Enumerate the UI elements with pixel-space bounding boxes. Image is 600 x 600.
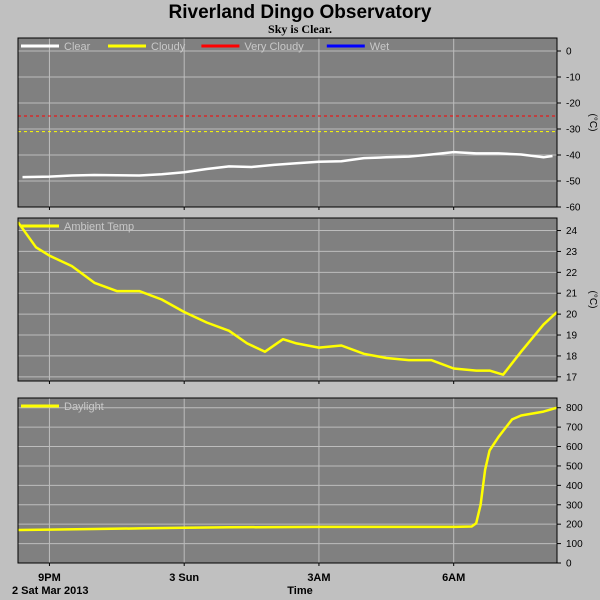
y-tick-label: 600 [566, 442, 583, 453]
y-tick-label: 0 [566, 559, 572, 570]
y-axis-label: (°C) [587, 291, 598, 309]
x-tick-label: 3 Sun [169, 572, 199, 584]
y-tick-label: 20 [566, 310, 578, 321]
legend-label: Ambient Temp [64, 221, 134, 233]
series-line [16, 221, 558, 376]
plot-frame [17, 397, 558, 564]
legend-label: Clear [64, 41, 91, 53]
y-axis-label: (°C) [587, 114, 598, 132]
panel-ambient: 24 23 22 21 20 19 18 17 (°C) Ambient Temp [16, 217, 598, 384]
y-tick-label: 800 [566, 403, 583, 414]
plot-area [18, 218, 557, 381]
y-tick-label: 100 [566, 539, 583, 550]
y-tick-label: -60 [566, 203, 581, 214]
y-tick-label: 21 [566, 289, 578, 300]
y-tick-label: -30 [566, 125, 581, 136]
date-label: 2 Sat Mar 2013 [12, 585, 88, 597]
y-tick-label: -10 [566, 73, 581, 84]
y-tick-label: 400 [566, 481, 583, 492]
plot-frame [17, 217, 558, 382]
y-tick-label: 24 [566, 226, 578, 237]
chart-subtitle: Sky is Clear. [268, 22, 332, 36]
y-tick-label: -50 [566, 177, 581, 188]
x-axis-label: Time [287, 585, 312, 597]
legend-label: Daylight [64, 401, 104, 413]
y-tick-label: 17 [566, 372, 578, 383]
legend-label: Wet [370, 41, 389, 53]
panel-sky: 0 -10 -20 -30 -40 -50 -60 (°C) Clear Cloudy Very C… [17, 37, 598, 214]
y-tick-label: 19 [566, 331, 578, 342]
x-tick-label: 6AM [442, 572, 465, 584]
panel-daylight: 800 700 600 500 400 300 200 100 0 Daylight [17, 397, 583, 570]
chart-title: Riverland Dingo Observatory [169, 2, 432, 23]
legend-label: Cloudy [151, 41, 186, 53]
x-tick-label: 3AM [307, 572, 330, 584]
y-tick-label: 700 [566, 423, 583, 434]
legend-label: Very Cloudy [244, 41, 304, 53]
y-tick-label: 300 [566, 500, 583, 511]
y-tick-label: 22 [566, 268, 578, 279]
y-tick-label: 200 [566, 520, 583, 531]
series-line [17, 406, 558, 532]
series-line [22, 150, 553, 179]
y-tick-label: -40 [566, 151, 581, 162]
y-tick-label: 23 [566, 247, 578, 258]
y-tick-label: 18 [566, 351, 578, 362]
y-tick-label: 500 [566, 461, 583, 472]
panels: 0 -10 -20 -30 -40 -50 -60 (°C) Clear Cloudy Very C… [16, 37, 598, 570]
y-tick-label: -20 [566, 99, 581, 110]
plot-area [18, 38, 557, 207]
x-tick-label: 9PM [38, 572, 61, 584]
plot-frame [17, 37, 558, 208]
plot-area [18, 398, 557, 563]
y-tick-label: 0 [566, 47, 572, 58]
